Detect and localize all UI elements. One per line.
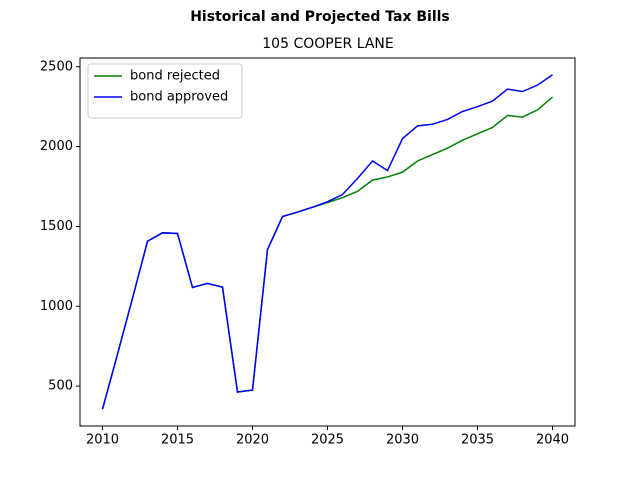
legend-label: bond approved: [130, 90, 228, 105]
plot-frame: [79, 57, 576, 427]
y-tick-label: 500: [48, 379, 73, 394]
x-tick-label: 2035: [461, 433, 494, 448]
x-tick-label: 2020: [236, 433, 269, 448]
y-tick-label: 2000: [40, 139, 73, 154]
x-tick-label: 2015: [161, 433, 194, 448]
legend-box: [87, 63, 243, 119]
y-tick-label: 2500: [40, 59, 73, 74]
y-tick-label: 1500: [40, 219, 73, 234]
x-tick-label: 2030: [386, 433, 419, 448]
x-tick-label: 2010: [86, 433, 119, 448]
legend-label: bond rejected: [130, 69, 220, 84]
series-line: [101, 74, 553, 410]
x-tick-label: 2040: [536, 433, 569, 448]
chart-title: Historical and Projected Tax Bills: [190, 9, 450, 25]
chart-subtitle: 105 COOPER LANE: [262, 36, 393, 52]
y-tick-label: 1000: [40, 299, 73, 314]
x-tick-label: 2025: [311, 433, 344, 448]
